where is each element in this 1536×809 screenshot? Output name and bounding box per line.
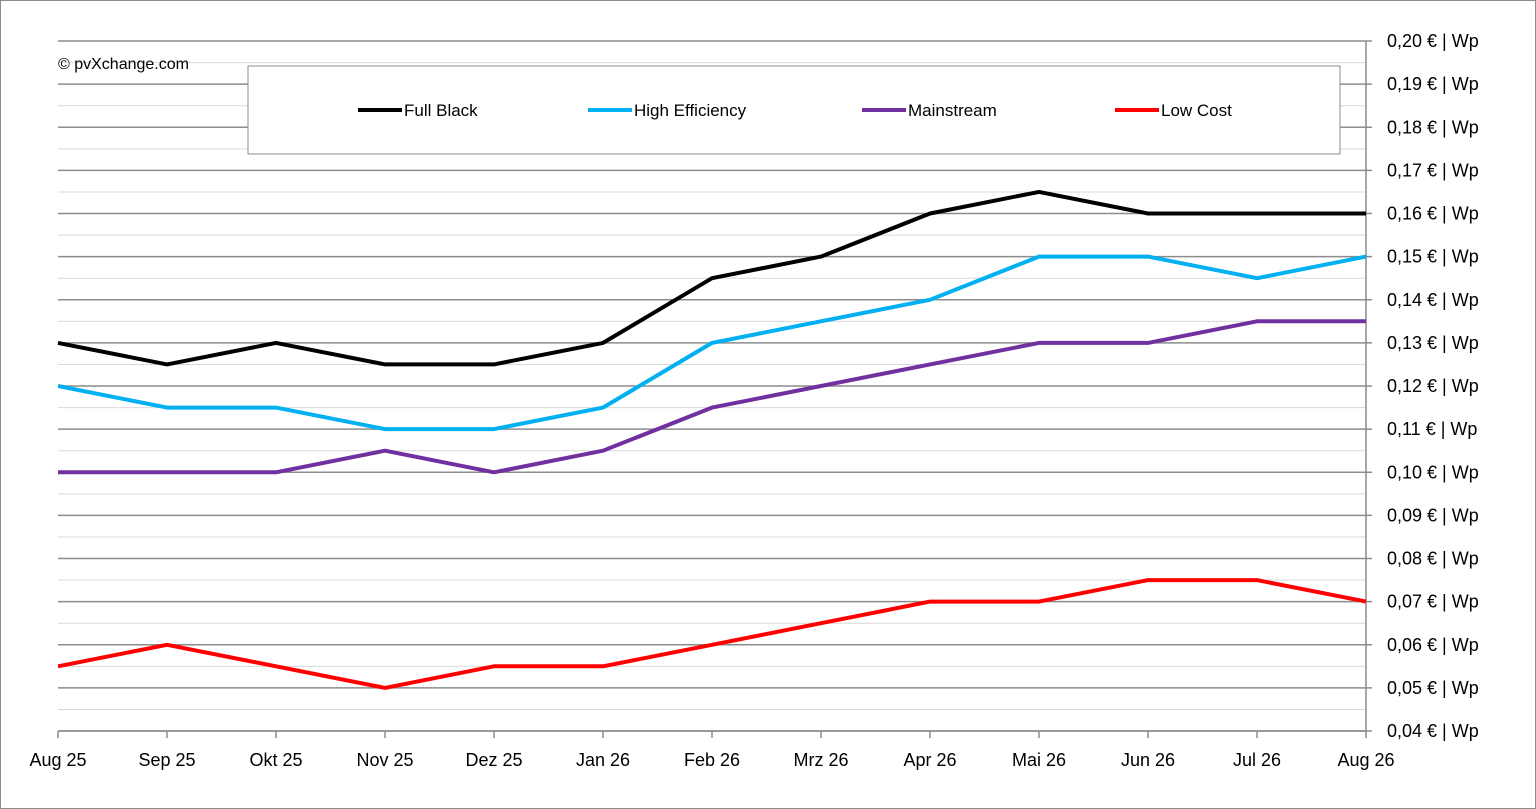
y-tick-label: 0,18 € | Wp bbox=[1387, 117, 1479, 137]
legend-label: Full Black bbox=[404, 101, 478, 120]
y-tick-label: 0,04 € | Wp bbox=[1387, 721, 1479, 741]
x-tick-label: Sep 25 bbox=[138, 750, 195, 770]
y-tick-label: 0,08 € | Wp bbox=[1387, 549, 1479, 569]
copyright-text: © pvXchange.com bbox=[58, 56, 189, 73]
x-tick-label: Jul 26 bbox=[1233, 750, 1281, 770]
series-line-mainstream bbox=[58, 319, 1366, 475]
series-line-full-black bbox=[57, 189, 1366, 367]
x-tick-label: Nov 25 bbox=[356, 750, 413, 770]
legend-label: High Efficiency bbox=[634, 101, 747, 120]
y-tick-label: 0,14 € | Wp bbox=[1387, 290, 1479, 310]
y-tick-label: 0,10 € | Wp bbox=[1387, 462, 1479, 482]
x-tick-label: Mai 26 bbox=[1012, 750, 1066, 770]
y-tick-label: 0,05 € | Wp bbox=[1387, 678, 1479, 698]
x-tick-label: Apr 26 bbox=[903, 750, 956, 770]
legend: Full Black High Efficiency Mainstream Low C… bbox=[247, 65, 1341, 155]
x-tick-label: Okt 25 bbox=[249, 750, 302, 770]
x-tick-label: Aug 25 bbox=[29, 750, 86, 770]
axes bbox=[57, 40, 1372, 738]
y-tick-label: 0,17 € | Wp bbox=[1387, 160, 1479, 180]
x-tick-label: Dez 25 bbox=[465, 750, 522, 770]
y-tick-label: 0,12 € | Wp bbox=[1387, 376, 1479, 396]
legend-label: Mainstream bbox=[908, 101, 997, 120]
y-tick-label: 0,15 € | Wp bbox=[1387, 247, 1479, 267]
legend-label: Low Cost bbox=[1161, 101, 1232, 120]
x-tick-label: Aug 26 bbox=[1337, 750, 1394, 770]
x-tick-label: Jan 26 bbox=[576, 750, 630, 770]
y-tick-label: 0,11 € | Wp bbox=[1387, 419, 1477, 439]
x-tick-label: Jun 26 bbox=[1121, 750, 1175, 770]
series-lines bbox=[57, 189, 1367, 690]
y-tick-label: 0,19 € | Wp bbox=[1387, 74, 1479, 94]
x-tick-label: Feb 26 bbox=[684, 750, 740, 770]
series-line-high-efficiency bbox=[57, 254, 1367, 432]
y-tick-label: 0,13 € | Wp bbox=[1387, 333, 1479, 353]
y-tick-label: 0,06 € | Wp bbox=[1387, 635, 1479, 655]
y-tick-label: 0,16 € | Wp bbox=[1387, 204, 1479, 224]
series-line-low-cost bbox=[57, 578, 1367, 690]
y-axis-tick-labels: 0,04 € | Wp 0,05 € | Wp 0,06 € | Wp 0,07 € … bbox=[1387, 31, 1479, 741]
x-tick-label: Mrz 26 bbox=[793, 750, 848, 770]
y-tick-label: 0,09 € | Wp bbox=[1387, 505, 1479, 525]
x-axis-tick-labels: Aug 25 Sep 25 Okt 25 Nov 25 Dez 25 Jan 26 Feb … bbox=[29, 750, 1394, 770]
y-tick-label: 0,07 € | Wp bbox=[1387, 592, 1479, 612]
y-tick-label: 0,20 € | Wp bbox=[1387, 31, 1479, 51]
